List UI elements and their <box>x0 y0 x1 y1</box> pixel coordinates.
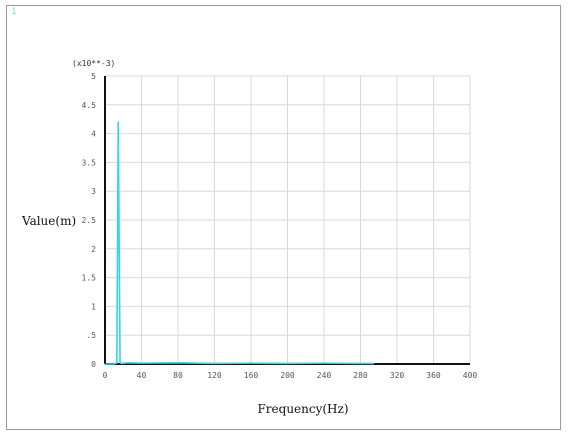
x-tick-label-1: 40 <box>137 371 147 380</box>
grid-lines <box>105 75 471 364</box>
y-tick-label-7: 3.5 <box>82 158 97 167</box>
y-tick-labels: 0 .5 1 1.5 2 2.5 3 3.5 4 4.5 5 <box>82 72 97 369</box>
x-tick-label-6: 240 <box>317 371 332 380</box>
series-layer <box>105 121 375 365</box>
y-multiplier-label: (x10**-3) <box>72 59 115 68</box>
x-tick-label-3: 120 <box>207 371 222 380</box>
x-tick-label-9: 360 <box>426 371 441 380</box>
y-tick-label-6: 3 <box>91 187 96 196</box>
chart-frame <box>6 5 561 430</box>
x-tick-label-0: 0 <box>103 371 108 380</box>
y-tick-label-1: .5 <box>86 331 96 340</box>
y-axis-label: Value(m) <box>21 214 76 228</box>
x-tick-label-2: 80 <box>173 371 183 380</box>
x-axis-label: Frequency(Hz) <box>257 402 348 416</box>
window-number-label: 1 <box>11 7 17 17</box>
x-tick-label-7: 280 <box>353 371 368 380</box>
y-tick-label-9: 4.5 <box>82 101 97 110</box>
series-line-0 <box>105 121 375 365</box>
y-tick-label-10: 5 <box>91 72 96 81</box>
x-tick-label-4: 160 <box>244 371 259 380</box>
y-tick-label-8: 4 <box>91 130 96 139</box>
x-tick-label-8: 320 <box>390 371 405 380</box>
y-tick-label-5: 2.5 <box>82 216 97 225</box>
y-tick-label-3: 1.5 <box>82 274 97 283</box>
x-tick-labels: 0 40 80 120 160 200 240 280 320 360 400 <box>103 371 478 380</box>
y-tick-label-2: 1 <box>91 302 96 311</box>
x-tick-label-5: 200 <box>280 371 295 380</box>
x-tick-label-10: 400 <box>463 371 478 380</box>
y-tick-label-0: 0 <box>91 360 96 369</box>
y-tick-label-4: 2 <box>91 245 96 254</box>
